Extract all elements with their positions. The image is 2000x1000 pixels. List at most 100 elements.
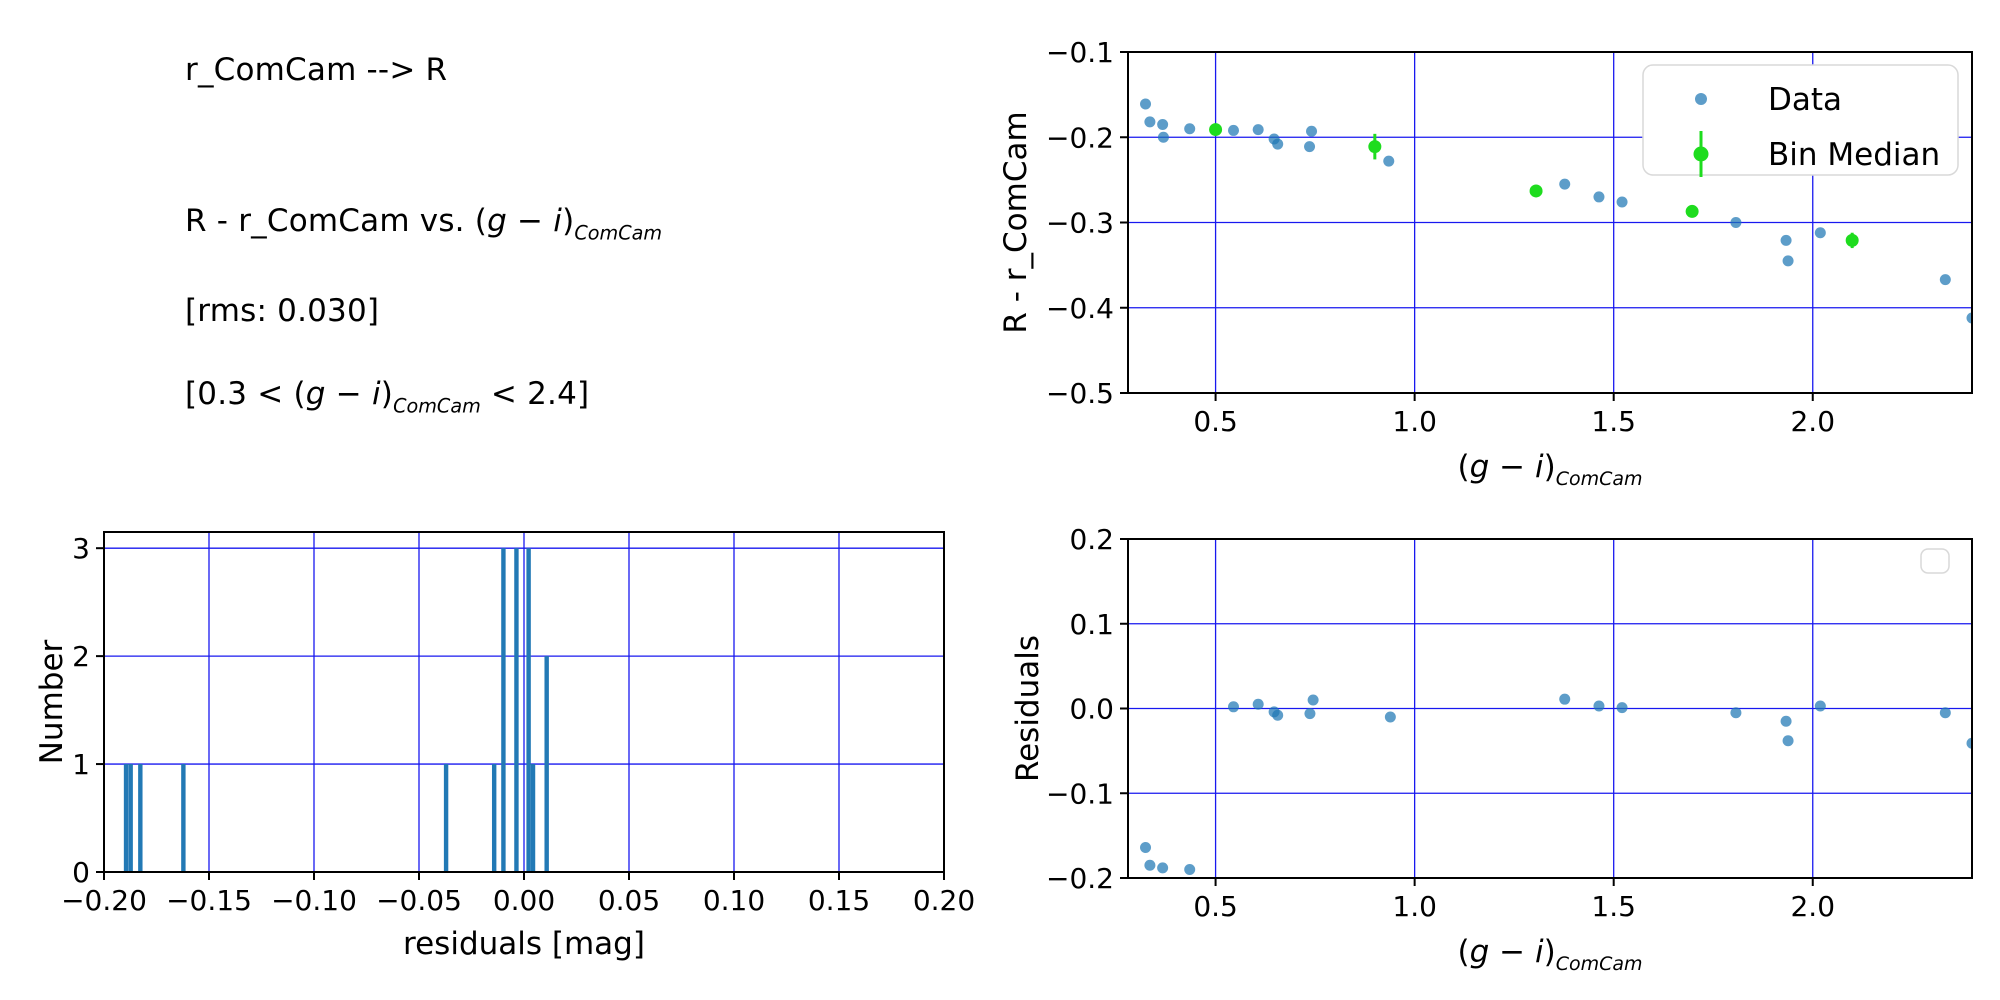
y-tick-label: −0.2 <box>1046 121 1114 154</box>
y-tick-label: 2 <box>72 640 90 673</box>
histogram-bar <box>128 764 133 872</box>
x-tick-label: 1.0 <box>1392 405 1437 438</box>
x-tick-label: 2.0 <box>1790 890 1835 923</box>
data-point <box>1209 123 1223 137</box>
y-tick-label: 0.2 <box>1069 523 1114 556</box>
data-point <box>1730 707 1742 719</box>
x-tick-label: 1.5 <box>1591 405 1636 438</box>
x-tick-label: 0.00 <box>493 884 555 917</box>
data-point <box>1730 217 1742 228</box>
bin-median-points <box>1209 123 1859 249</box>
series-points <box>1140 693 1972 876</box>
math-open: ( <box>474 203 488 239</box>
data-point <box>1845 233 1859 247</box>
data-point <box>1616 702 1628 714</box>
data-point <box>1966 737 1972 749</box>
data-point <box>1939 707 1951 719</box>
data-point <box>1140 98 1152 110</box>
data-point <box>1228 124 1239 136</box>
tick-marks <box>1120 51 1814 401</box>
x-tick-label: 1.5 <box>1591 890 1636 923</box>
data-point <box>1368 140 1382 154</box>
math-subscript: ComCam <box>393 394 481 418</box>
x-tick-label: 0.10 <box>703 884 765 917</box>
y-tick-label: −0.4 <box>1046 292 1114 325</box>
x-tick-label: −0.05 <box>376 884 462 917</box>
histogram-bar <box>530 764 536 872</box>
data-point <box>1685 204 1699 218</box>
data-point <box>1252 698 1264 710</box>
data-point <box>1252 124 1264 136</box>
plot-area <box>123 548 549 872</box>
histogram-bars <box>123 548 549 872</box>
subtitle-text: R - r_ComCam vs. <box>185 203 475 239</box>
transformation-title: r_ComCam --> R <box>185 52 448 88</box>
data-points <box>1140 98 1972 324</box>
relation-subtitle: R - r_ComCam vs. (g − i)ComCam <box>185 203 662 245</box>
data-point <box>1304 141 1316 153</box>
y-tick-label: 0 <box>72 856 90 889</box>
legend: Data Bin Median <box>1642 64 1959 177</box>
data-point <box>1228 701 1239 713</box>
y-tick-label: 0.0 <box>1069 693 1114 726</box>
y-tick-label: −0.2 <box>1046 862 1114 895</box>
y-axis-label: Number <box>34 639 70 764</box>
histogram-bar <box>544 656 549 872</box>
histogram-bar <box>514 548 519 872</box>
x-tick-label: −0.10 <box>271 884 357 917</box>
y-axis-label: Residuals <box>1010 635 1046 782</box>
y-tick-label: 0.1 <box>1069 608 1114 641</box>
tick-labels: 0.5 1.0 1.5 2.0 −0.1 −0.2 −0.3 −0.4 −0.5 <box>1046 36 1835 438</box>
legend-item-label: Bin Median <box>1768 137 1940 173</box>
legend-item: Bin Median <box>1693 131 1940 177</box>
x-tick-label: 0.5 <box>1193 890 1238 923</box>
tick-marks <box>1120 538 1814 886</box>
data-point <box>1157 118 1169 130</box>
data-point <box>1780 715 1792 727</box>
main-scatter-panel: 0.5 1.0 1.5 2.0 −0.1 −0.2 −0.3 −0.4 −0.5 (g − i)C… <box>998 36 1973 490</box>
x-tick-label: 0.15 <box>808 884 870 917</box>
y-tick-label: −0.1 <box>1046 777 1114 810</box>
data-point <box>1272 138 1284 150</box>
legend-box <box>1642 64 1959 176</box>
x-axis-label: (g − i)ComCam <box>1457 934 1642 975</box>
data-point <box>1814 700 1826 712</box>
rms-annotation: [rms: 0.030] <box>185 293 380 329</box>
x-tick-label: 1.0 <box>1392 890 1437 923</box>
histogram-bar <box>181 764 186 872</box>
plot-area <box>1140 98 1972 324</box>
x-axis-label: residuals [mag] <box>403 926 645 962</box>
data-point <box>1140 841 1152 853</box>
y-tick-label: 3 <box>72 532 90 565</box>
y-axis-label: R - r_ComCam <box>998 111 1034 333</box>
x-tick-label: 0.20 <box>913 884 975 917</box>
legend-marker-icon <box>1695 93 1707 105</box>
color-range-annotation: [0.3 < (g − i)ComCam < 2.4] <box>185 376 589 418</box>
y-tick-label: −0.1 <box>1046 36 1114 69</box>
math-close: ) <box>380 376 394 412</box>
legend-marker-icon <box>1693 146 1709 162</box>
plot-area <box>1140 693 1972 876</box>
tick-labels: −0.20 −0.15 −0.10 −0.05 0.00 0.05 0.10 0.15 0.20… <box>61 532 975 917</box>
data-point <box>1593 700 1605 712</box>
data-point <box>1814 227 1826 239</box>
gridlines <box>1128 538 1972 879</box>
y-tick-label: 1 <box>72 748 90 781</box>
tick-marks <box>96 547 945 880</box>
x-tick-label: 2.0 <box>1790 405 1835 438</box>
data-point <box>1304 708 1316 720</box>
histogram-bar <box>138 764 143 872</box>
data-point <box>1144 116 1156 128</box>
x-axis-label: (g − i)ComCam <box>1457 449 1642 490</box>
math-core: g − i <box>305 376 381 412</box>
math-subscript: ComCam <box>574 221 663 245</box>
data-point <box>1272 709 1284 721</box>
data-point <box>1383 155 1395 167</box>
y-tick-label: −0.5 <box>1046 377 1114 410</box>
residuals-scatter-panel: 0.5 1.0 1.5 2.0 0.2 0.1 0.0 −0.1 −0.2 (g − i)ComC… <box>1010 523 1973 975</box>
histogram-bar <box>526 548 531 872</box>
data-point <box>1157 131 1169 143</box>
data-point <box>1384 711 1396 723</box>
empty-legend-box <box>1920 548 1950 574</box>
